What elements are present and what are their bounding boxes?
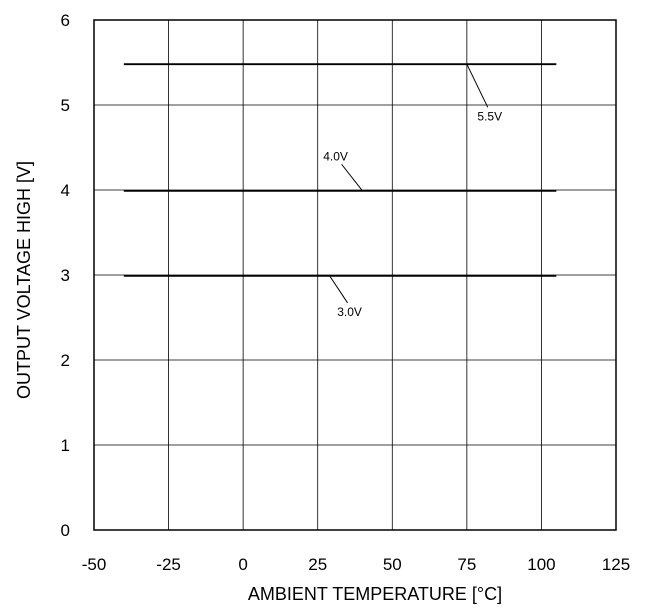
y-tick-label: 5 [61, 96, 70, 115]
annotation-leader [466, 63, 489, 108]
x-axis-label: AMBIENT TEMPERATURE [°C] [248, 584, 502, 604]
x-tick-label: -25 [156, 555, 181, 574]
y-tick-label: 3 [61, 266, 70, 285]
series-label: 3.0V [337, 305, 362, 319]
x-tick-label: 25 [308, 555, 327, 574]
y-tick-label: 1 [61, 436, 70, 455]
x-tick-label: 0 [238, 555, 247, 574]
y-axis-label: OUTPUT VOLTAGE HIGH [V] [14, 161, 34, 399]
y-tick-labels: 0 1 2 3 4 5 6 [61, 11, 70, 540]
y-tick-label: 0 [61, 521, 70, 540]
series-label: 5.5V [477, 109, 502, 123]
x-tick-label: -50 [82, 555, 107, 574]
y-tick-label: 2 [61, 351, 70, 370]
x-tick-label: 50 [383, 555, 402, 574]
y-tick-label: 4 [61, 181, 70, 200]
plot-frame [93, 19, 617, 531]
x-tick-label: 75 [457, 555, 476, 574]
x-tick-label: 100 [527, 555, 555, 574]
annotation-leader [329, 275, 348, 304]
series-group: 5.5V 4.0V 3.0V [123, 63, 557, 319]
x-tick-label: 125 [602, 555, 630, 574]
annotation-leader [341, 163, 363, 192]
series-label: 4.0V [323, 149, 348, 163]
x-tick-labels: -50 -25 0 25 50 75 100 125 [82, 555, 630, 574]
y-tick-label: 6 [61, 11, 70, 30]
